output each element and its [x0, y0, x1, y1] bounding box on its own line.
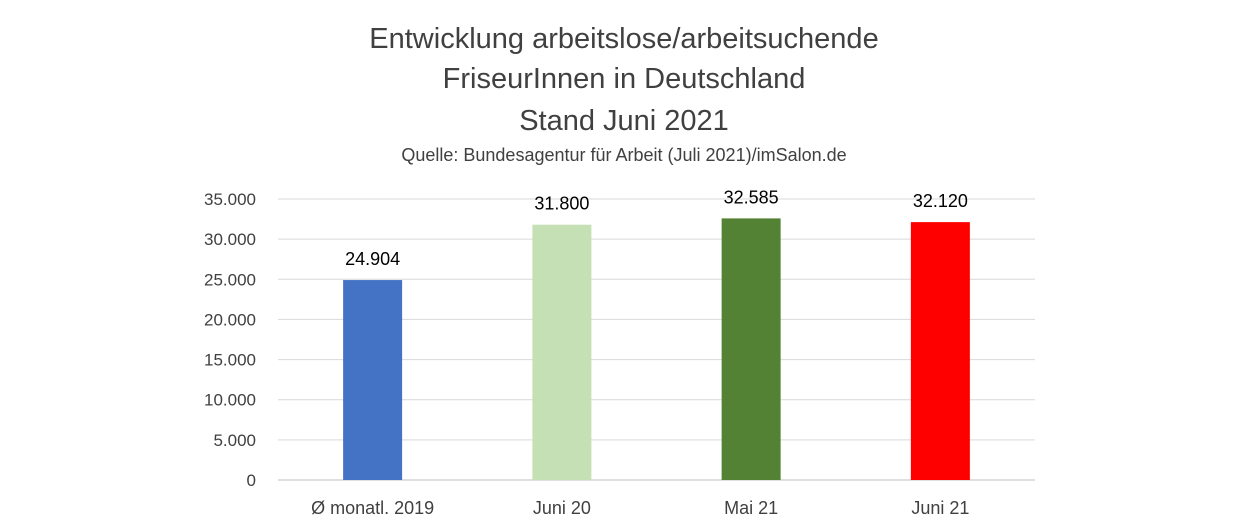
- y-tick-label: 30.000: [204, 230, 256, 249]
- x-tick-label: Ø monatl. 2019: [311, 498, 434, 518]
- chart-title-line-3: Stand Juni 2021: [519, 105, 729, 137]
- y-tick-label: 35.000: [204, 190, 256, 209]
- y-tick-label: 15.000: [204, 351, 256, 370]
- x-tick-label: Juni 21: [911, 498, 969, 518]
- chart-subtitle: Quelle: Bundesagentur für Arbeit (Juli 2…: [401, 145, 847, 165]
- chart-title-line-2: FriseurInnen in Deutschland: [442, 63, 806, 95]
- y-tick-label: 10.000: [204, 391, 256, 410]
- y-tick-label: 25.000: [204, 270, 256, 289]
- x-tick-label: Mai 21: [724, 498, 778, 518]
- bar: [721, 218, 781, 480]
- y-tick-label: 5.000: [213, 431, 256, 450]
- data-label: 32.585: [724, 187, 779, 207]
- bar: [532, 224, 592, 480]
- bar: [910, 222, 970, 480]
- y-tick-label: 20.000: [204, 310, 256, 329]
- data-label: 24.904: [345, 249, 400, 269]
- y-tick-label: 0: [247, 471, 256, 490]
- x-tick-label: Juni 20: [533, 498, 591, 518]
- bar: [343, 280, 403, 480]
- data-label: 31.800: [534, 194, 589, 214]
- chart-title-line-1: Entwicklung arbeitslose/arbeitsuchende: [369, 23, 879, 55]
- data-label: 32.120: [913, 191, 968, 211]
